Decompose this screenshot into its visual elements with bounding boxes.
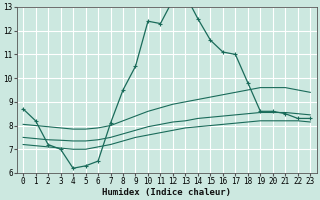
- X-axis label: Humidex (Indice chaleur): Humidex (Indice chaleur): [102, 188, 231, 197]
